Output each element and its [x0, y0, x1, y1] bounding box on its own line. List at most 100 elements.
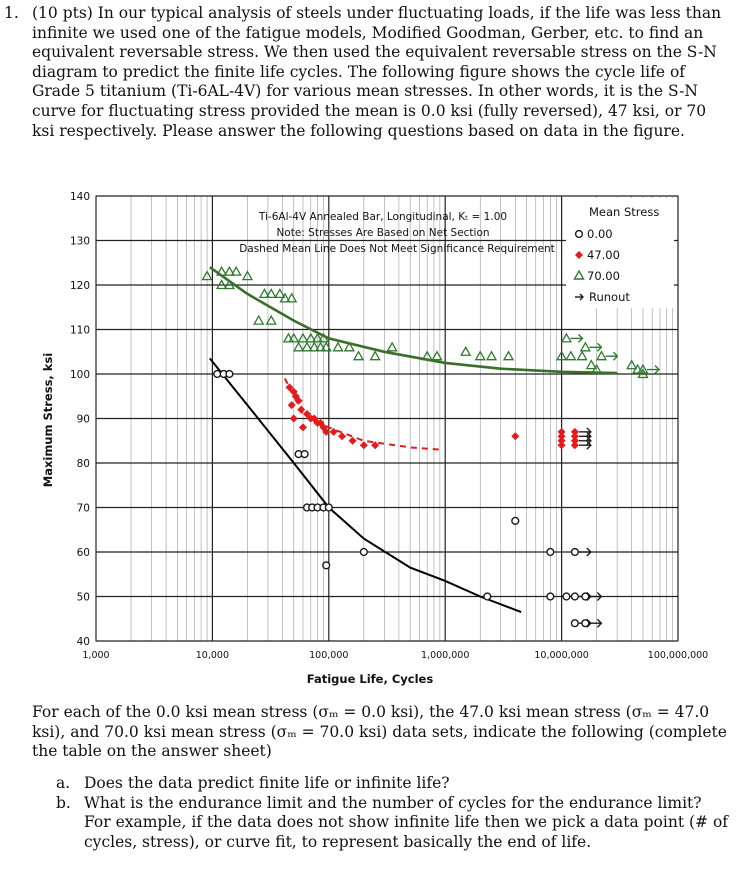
- data-point-mean-47.00: [557, 441, 566, 450]
- legend-label-0: 0.00: [587, 227, 613, 241]
- legend-label-70: 70.00: [587, 269, 620, 283]
- y-tick-label: 80: [77, 458, 90, 470]
- data-point-mean-0.00: [546, 592, 555, 601]
- runout-arrow-mean-0.00: [589, 618, 603, 628]
- y-tick-label: 40: [77, 636, 90, 648]
- data-point-mean-47.00: [557, 436, 566, 445]
- runout-point-mean-0.00: [570, 547, 579, 557]
- y-tick-label: 130: [70, 236, 90, 248]
- x-tick-label: 100,000: [309, 650, 348, 661]
- data-point-mean-47.00: [557, 427, 566, 436]
- data-point-mean-70.00: [223, 265, 236, 276]
- runout-arrow-mean-70.00: [646, 365, 660, 375]
- runout-arrow-head: [654, 365, 660, 375]
- data-point-mean-0.00: [324, 503, 333, 512]
- data-point-mean-70.00: [555, 350, 568, 361]
- y-tick-label: 140: [70, 191, 90, 203]
- curve-mean-70: [209, 266, 618, 375]
- data-point-mean-70.00: [230, 265, 242, 276]
- data-point-mean-47.00: [287, 401, 296, 410]
- runout-arrow-mean-70.00: [589, 342, 603, 352]
- sub-question-a: a. Does the data predict finite life or …: [56, 774, 732, 794]
- data-point-mean-70.00: [223, 279, 236, 290]
- runout-arrow-head: [577, 333, 584, 343]
- sub-question-b-text: What is the endurance limit and the numb…: [84, 793, 729, 851]
- sub-question-b: b. What is the endurance limit and the n…: [56, 794, 732, 853]
- data-point-mean-47.00: [294, 396, 303, 405]
- data-point-mean-70.00: [258, 288, 271, 299]
- data-point-mean-70.00: [282, 332, 295, 343]
- data-point-mean-47.00: [557, 432, 566, 441]
- sub-questions: a. Does the data predict finite life or …: [56, 774, 732, 852]
- runout-point-mean-47.00: [570, 436, 579, 445]
- data-point-mean-70.00: [279, 292, 291, 303]
- runout-point-mean-70.00: [637, 363, 649, 374]
- runout-arrow-head: [586, 440, 592, 450]
- data-point-mean-47.00: [338, 432, 347, 441]
- data-point-mean-70.00: [343, 341, 355, 352]
- data-point-mean-70.00: [332, 341, 344, 352]
- data-point-mean-70.00: [286, 292, 298, 303]
- data-point-mean-47.00: [285, 383, 294, 392]
- y-tick-label: 70: [77, 503, 90, 515]
- runout-arrow-head: [596, 342, 603, 352]
- data-point-mean-70.00: [431, 350, 443, 361]
- runout-point-mean-70.00: [579, 341, 591, 352]
- legend-label-runout: Runout: [589, 290, 630, 304]
- legend-label-47: 47.00: [587, 248, 620, 262]
- data-point-mean-0.00: [322, 561, 331, 570]
- data-point-mean-70.00: [591, 363, 603, 374]
- x-tick-label: 100,000,000: [648, 650, 708, 661]
- data-point-mean-70.00: [292, 341, 305, 352]
- data-point-mean-70.00: [301, 341, 313, 352]
- runout-arrow-mean-0.00: [578, 547, 592, 557]
- x-tick-label: 10,000: [196, 650, 229, 661]
- runout-point-mean-70.00: [560, 332, 573, 343]
- data-point-mean-0.00: [300, 450, 309, 459]
- runout-arrow-mean-47.00: [578, 440, 592, 450]
- data-point-mean-70.00: [265, 314, 277, 325]
- data-point-mean-0.00: [546, 547, 555, 557]
- runout-arrow-mean-70.00: [570, 333, 584, 343]
- runout-arrow-head: [596, 618, 603, 628]
- data-point-mean-0.00: [225, 369, 234, 379]
- runout-point-mean-0.00: [581, 619, 590, 628]
- data-point-mean-70.00: [253, 314, 265, 325]
- legend-marker-triangle: [573, 269, 585, 280]
- runout-point-mean-47.00: [570, 441, 579, 450]
- data-point-mean-47.00: [297, 405, 306, 414]
- data-point-mean-47.00: [329, 427, 338, 436]
- x-tick-label: 1,000: [82, 650, 109, 661]
- data-point-mean-70.00: [274, 288, 286, 299]
- data-point-mean-70.00: [502, 350, 515, 361]
- runout-arrow-head: [586, 547, 592, 557]
- data-point-mean-47.00: [298, 423, 307, 432]
- data-point-mean-70.00: [201, 270, 213, 281]
- data-point-mean-70.00: [576, 350, 588, 361]
- data-point-mean-70.00: [485, 350, 498, 361]
- data-point-mean-70.00: [216, 279, 228, 290]
- data-point-mean-70.00: [308, 341, 320, 352]
- data-point-mean-70.00: [386, 341, 398, 352]
- data-point-mean-70.00: [369, 350, 381, 361]
- data-point-mean-0.00: [562, 592, 571, 601]
- question-number: 1.: [4, 4, 19, 22]
- data-point-mean-47.00: [303, 410, 312, 419]
- sub-question-a-text: Does the data predict finite life or inf…: [84, 774, 450, 792]
- y-tick-label: 100: [70, 369, 90, 381]
- y-tick-label: 120: [70, 280, 90, 292]
- sub-question-a-marker: a.: [56, 774, 71, 792]
- data-point-mean-70.00: [421, 350, 433, 361]
- runout-arrow-head: [612, 351, 619, 361]
- annotation-line-1: Ti-6Al-4V Annealed Bar, Longitudinal, Kₜ…: [258, 211, 507, 223]
- data-point-mean-47.00: [371, 441, 380, 450]
- y-tick-label: 50: [77, 592, 90, 604]
- data-point-mean-70.00: [314, 341, 327, 352]
- sn-chart: 40 50 60 70 80 90 100 110 120 130 140 1,000 10,000 10…: [41, 191, 708, 686]
- y-tick-label: 110: [70, 325, 90, 337]
- runout-arrow-mean-0.00: [589, 592, 603, 601]
- annotation-line-2: Note: Stresses Are Based on Net Section: [276, 227, 489, 239]
- legend-marker-circle: [574, 229, 584, 239]
- sub-question-b-marker: b.: [56, 793, 71, 812]
- legend-marker-arrow: [575, 293, 584, 301]
